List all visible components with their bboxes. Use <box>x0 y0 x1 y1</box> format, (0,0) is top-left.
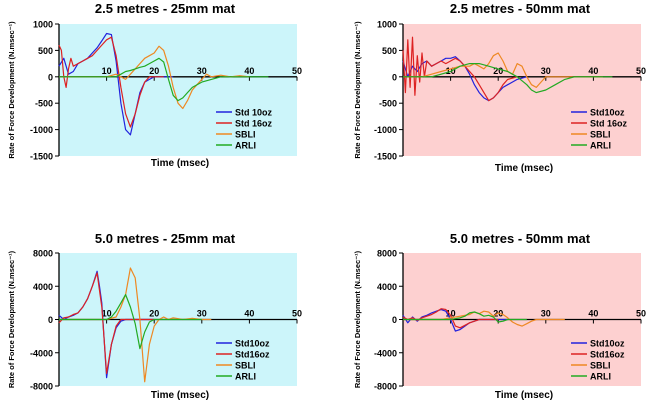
x-tick-label: 20 <box>149 66 159 76</box>
chart-title: 5.0 metres - 25mm mat <box>95 231 236 246</box>
legend-label: SBLI <box>590 130 611 140</box>
legend-label: Std10oz <box>590 108 625 118</box>
series-line-3 <box>403 310 565 327</box>
legend-label: Std10oz <box>590 339 625 349</box>
legend-label: Std 16oz <box>590 119 628 129</box>
legend-label: Std16oz <box>235 350 270 360</box>
x-tick-label: 30 <box>197 66 207 76</box>
x-tick-label: 50 <box>636 309 646 319</box>
x-tick-label: 30 <box>197 309 207 319</box>
series-line-4 <box>59 57 269 102</box>
x-tick-label: 40 <box>244 309 254 319</box>
x-axis-title: Time (msec) <box>151 390 209 401</box>
x-tick-label: 50 <box>636 66 646 76</box>
y-tick-label: 0 <box>392 315 397 325</box>
y-tick-label: -8000 <box>30 382 53 392</box>
x-tick-label: 10 <box>446 66 456 76</box>
chart-panel-4: 5.0 metres - 50mm mat -8000 -4000 0 4000 8000… <box>353 231 646 401</box>
y-tick-label: 0 <box>48 315 53 325</box>
y-axis-title: Rate of Force Development (N.msec⁻¹) <box>7 250 16 388</box>
plot-area-background <box>59 24 297 156</box>
series-line-4 <box>59 294 202 350</box>
y-tick-label: 1000 <box>33 20 53 30</box>
x-axis-title: Time (msec) <box>495 163 553 174</box>
x-tick-label: 50 <box>292 309 302 319</box>
series-line-2 <box>58 36 164 128</box>
x-tick-label: 40 <box>588 66 598 76</box>
legend-label: ARLI <box>235 372 256 382</box>
y-tick-label: 0 <box>392 72 397 82</box>
x-axis-title: Time (msec) <box>495 390 553 401</box>
legend-label: Std 10oz <box>235 108 273 118</box>
y-tick-label: -500 <box>379 99 397 109</box>
x-axis-title: Time (msec) <box>151 158 209 169</box>
y-tick-label: 500 <box>382 46 397 56</box>
x-tick-label: 10 <box>446 309 456 319</box>
chart-title: 2.5 metres - 25mm mat <box>95 1 236 16</box>
chart-title: 5.0 metres - 50mm mat <box>450 231 591 246</box>
series-line-2 <box>402 36 518 102</box>
x-tick-label: 30 <box>541 66 551 76</box>
y-tick-label: -500 <box>35 99 53 109</box>
chart-panel-3: 5.0 metres - 25mm mat -8000 -4000 0 4000 8000… <box>7 231 302 401</box>
chart-panel-1: 2.5 metres - 25mm mat -1500 -1000 -500 0 500 1… <box>7 1 302 169</box>
series-line-3 <box>403 52 603 88</box>
y-tick-label: 500 <box>38 46 53 56</box>
x-tick-label: 10 <box>102 309 112 319</box>
x-tick-label: 50 <box>292 66 302 76</box>
y-tick-label: -1500 <box>374 152 397 162</box>
series-line-2 <box>58 272 155 375</box>
y-tick-label: -1000 <box>30 125 53 135</box>
x-tick-label: 30 <box>541 309 551 319</box>
legend-label: ARLI <box>590 372 611 382</box>
legend-label: Std16oz <box>590 350 625 360</box>
series-line-2 <box>402 308 499 329</box>
x-tick-label: 10 <box>102 66 112 76</box>
x-tick-label: 20 <box>149 309 159 319</box>
y-tick-label: -1500 <box>30 152 53 162</box>
legend-label: SBLI <box>590 361 611 371</box>
y-tick-label: -4000 <box>30 348 53 358</box>
y-axis-title: Rate of Force Development (N.msec⁻¹) <box>353 250 362 388</box>
chart-title: 2.5 metres - 50mm mat <box>450 1 591 16</box>
x-tick-label: 40 <box>588 309 598 319</box>
legend-label: ARLI <box>235 141 256 151</box>
y-tick-label: -1000 <box>374 125 397 135</box>
series-line-4 <box>403 311 527 323</box>
y-tick-label: 8000 <box>377 249 397 259</box>
x-tick-label: 40 <box>244 66 254 76</box>
legend-label: ARLI <box>590 141 611 151</box>
y-tick-label: 0 <box>48 72 53 82</box>
chart-panel-2: 2.5 metres - 50mm mat -1500 -1000 -500 0 500 1… <box>353 1 646 174</box>
legend-label: Std 16oz <box>235 119 273 129</box>
legend-label: Std10oz <box>235 339 270 349</box>
y-tick-label: 1000 <box>377 20 397 30</box>
x-tick-label: 20 <box>493 66 503 76</box>
y-tick-label: 8000 <box>33 249 53 259</box>
legend-label: SBLI <box>235 361 256 371</box>
y-tick-label: -4000 <box>374 348 397 358</box>
y-tick-label: 4000 <box>377 282 397 292</box>
y-axis-title: Rate of Force Development (N.msec⁻¹) <box>353 21 362 159</box>
series-line-4 <box>403 63 613 94</box>
y-tick-label: 4000 <box>33 282 53 292</box>
y-tick-label: -8000 <box>374 382 397 392</box>
y-axis-title: Rate of Force Development (N.msec⁻¹) <box>7 21 16 159</box>
plot-area-background <box>403 24 641 156</box>
legend-label: SBLI <box>235 130 256 140</box>
